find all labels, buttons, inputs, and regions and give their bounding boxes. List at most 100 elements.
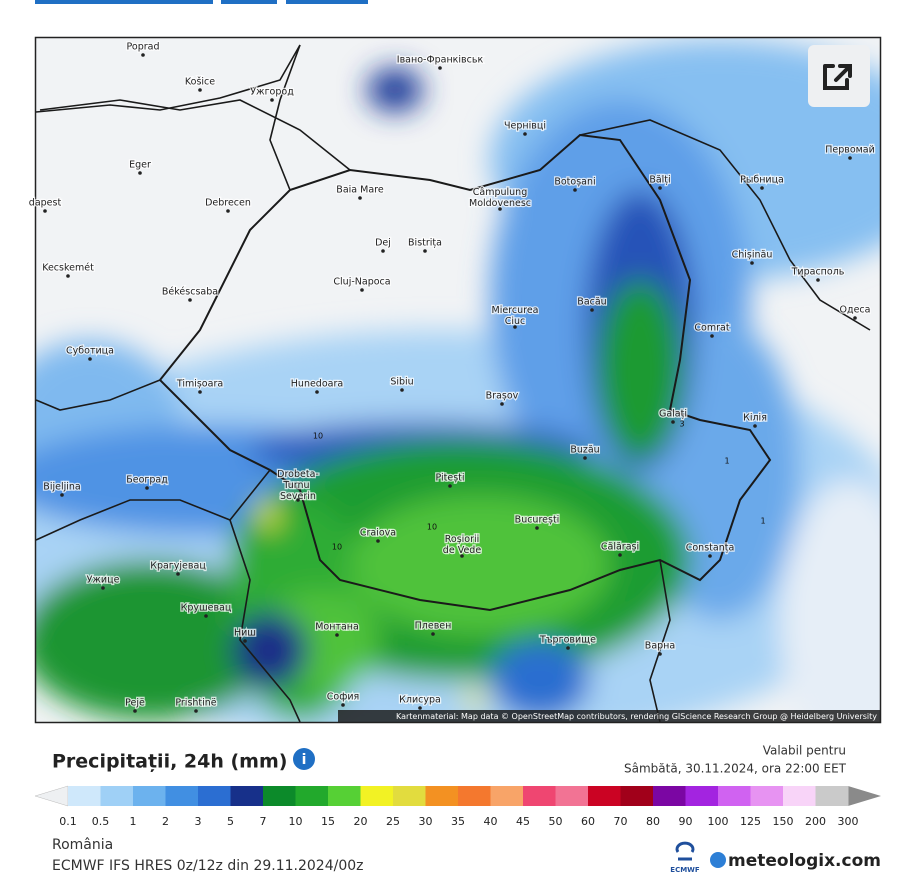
- city-dot: [708, 554, 712, 558]
- border: [36, 44, 301, 113]
- scale-segment: [360, 786, 394, 806]
- scale-segment: [458, 786, 491, 806]
- city-dot: [566, 646, 570, 650]
- city-label: Крушевац: [181, 603, 232, 614]
- city-label: Kecskemét: [42, 263, 94, 274]
- city-label: Sibiu: [390, 377, 413, 388]
- contour-label: 1: [760, 517, 765, 526]
- scale-segment: [100, 786, 134, 806]
- share-icon[interactable]: [823, 64, 852, 90]
- city-label: Cluj-Napoca: [333, 277, 390, 288]
- city-dot: [760, 186, 764, 190]
- scale-segment: [263, 786, 296, 806]
- city-label: Békéscsaba: [162, 287, 218, 298]
- city-label: Comrat: [694, 323, 729, 334]
- city-label: Chișinău: [732, 250, 773, 261]
- scale-label: 70: [614, 815, 628, 828]
- border: [229, 469, 301, 722]
- city-dot: [198, 88, 202, 92]
- info-icon[interactable]: i: [302, 752, 307, 768]
- city-dot: [523, 132, 527, 136]
- city-dot: [133, 709, 137, 713]
- valid-label: Valabil pentru: [763, 744, 846, 758]
- city-label: Монтана: [315, 622, 359, 633]
- city-dot: [226, 209, 230, 213]
- city-label: Bistrița: [408, 238, 442, 249]
- scale-label: 3: [195, 815, 202, 828]
- ecmwf-logo: [675, 841, 695, 861]
- city-label: Београд: [126, 475, 168, 486]
- tab[interactable]: [35, 0, 213, 4]
- city-dot: [243, 639, 247, 643]
- city-dot: [188, 298, 192, 302]
- city-dot: [176, 572, 180, 576]
- city-label: Poprad: [127, 42, 160, 53]
- city-label: Timișoara: [176, 379, 223, 390]
- city-dot: [335, 633, 339, 637]
- scale-segment: [620, 786, 654, 806]
- city-label: Eger: [129, 160, 151, 171]
- color-scale: 0.1 0.5 1 2 3 5 7 10 15 20 25 30 35 40 45 50 60 70 80 90 100…: [34, 785, 881, 828]
- city-dot: [400, 388, 404, 392]
- city-label: Prishtinë: [175, 698, 216, 709]
- city-label: Кілія: [743, 413, 767, 424]
- scale-label: 90: [679, 815, 693, 828]
- scale-label: 10: [289, 815, 303, 828]
- contour-label: 3: [679, 420, 684, 429]
- city-label: Варна: [645, 641, 675, 652]
- city-dot: [43, 209, 47, 213]
- map: Kartenmaterial: Map data © OpenStreetMap…: [36, 38, 880, 722]
- city-label: Івано-Франківськ: [397, 55, 484, 66]
- scale-label: 150: [773, 815, 794, 828]
- share-button[interactable]: [808, 45, 870, 107]
- border: [39, 99, 351, 171]
- city-dot: [753, 424, 757, 428]
- scale-label: 300: [838, 815, 859, 828]
- city-label: Bălți: [649, 175, 670, 186]
- city-label: Hunedoara: [291, 379, 343, 390]
- city-dot: [853, 316, 857, 320]
- ecmwf-label: ECMWF: [670, 866, 700, 874]
- tab[interactable]: [221, 0, 277, 4]
- scale-segment: [750, 786, 784, 806]
- city-dot: [315, 390, 319, 394]
- scale-segment: [425, 786, 459, 806]
- model-run: ECMWF IFS HRES 0z/12z din 29.11.2024/00z: [52, 858, 363, 874]
- city-dot: [198, 390, 202, 394]
- city-dot: [145, 486, 149, 490]
- city-label: Debrecen: [205, 198, 251, 209]
- city-label: София: [327, 692, 359, 703]
- scale-segment: [68, 786, 101, 806]
- region: România: [52, 837, 113, 853]
- city-label: dapest: [29, 198, 62, 209]
- scale-label: 2: [162, 815, 169, 828]
- legend-title: Precipitații, 24h (mm): [52, 751, 287, 773]
- scale-segment: [165, 786, 199, 806]
- border: [36, 379, 161, 411]
- city-label: Galați: [659, 409, 687, 420]
- city-label: Roșiorii de Vede: [443, 534, 482, 556]
- city-label: Călărași: [601, 542, 639, 553]
- city-dot: [360, 288, 364, 292]
- city-label: Ужгород: [250, 87, 294, 98]
- scale-label: 7: [260, 815, 267, 828]
- tab[interactable]: [286, 0, 368, 4]
- map-frame: [34, 36, 882, 724]
- city-label: Плевен: [415, 621, 452, 632]
- city-label: Крагујевац: [150, 561, 206, 572]
- scale-label: 5: [227, 815, 234, 828]
- city-label: Чернівці: [504, 121, 546, 132]
- city-label: Buzău: [570, 445, 599, 456]
- city-dot: [710, 334, 714, 338]
- city-label: Pejë: [125, 698, 145, 709]
- city-dot: [438, 66, 442, 70]
- info-button[interactable]: [293, 748, 315, 770]
- city-label: Drobeta-Turnu Severin: [277, 469, 319, 502]
- city-dot: [573, 188, 577, 192]
- scale-segment: [490, 786, 524, 806]
- border: [269, 44, 301, 191]
- border: [649, 559, 671, 722]
- scale-segment: [588, 786, 621, 806]
- city-label: București: [515, 515, 560, 526]
- city-dot: [671, 420, 675, 424]
